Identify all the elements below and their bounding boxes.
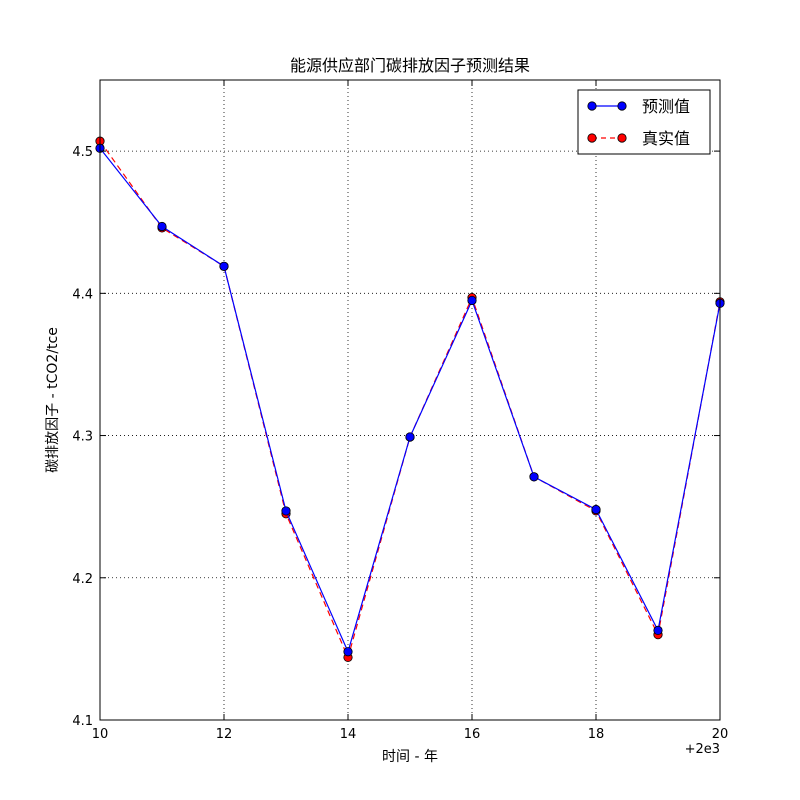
- legend-item: 真实值: [587, 129, 690, 148]
- y-tick-label: 4.1: [72, 714, 93, 729]
- data-point: [157, 221, 167, 232]
- plot-frame: [99, 79, 721, 721]
- x-tick-label: 12: [216, 727, 233, 742]
- legend-label: 真实值: [642, 129, 690, 148]
- y-tick-label: 4.4: [72, 287, 93, 302]
- data-point: [281, 506, 291, 516]
- y-axis-title: 碳排放因子 - tCO2/tce: [45, 327, 61, 473]
- x-tick-label: 16: [464, 727, 481, 742]
- legend-label: 预测值: [642, 97, 690, 116]
- series-predicted: [95, 143, 725, 657]
- data-point: [591, 504, 601, 515]
- data-point: [529, 472, 539, 482]
- data-point: [343, 647, 353, 657]
- axis-ticks: 10 12 14 16 18 20 4.1 4.2 4.3 4.4 4.5: [72, 80, 728, 742]
- x-tick-label: 14: [340, 727, 357, 742]
- y-tick-label: 4.3: [72, 430, 93, 445]
- legend-box: [577, 89, 711, 155]
- chart-title: 能源供应部门碳排放因子预测结果: [290, 56, 530, 75]
- legend-marker: [587, 101, 597, 111]
- x-tick-label: 10: [92, 727, 109, 742]
- x-tick-label: 18: [588, 727, 605, 742]
- data-point: [467, 295, 477, 306]
- series-layer: [95, 136, 725, 663]
- legend-marker: [617, 101, 627, 111]
- legend-marker: [617, 133, 627, 143]
- data-point: [653, 625, 663, 636]
- x-axis-offset-label: +2e3: [685, 742, 720, 757]
- data-point: [405, 432, 415, 442]
- x-axis-title: 时间 - 年: [382, 749, 438, 765]
- data-point: [219, 261, 229, 271]
- y-tick-label: 4.5: [72, 145, 93, 160]
- legend-marker: [587, 133, 597, 143]
- x-tick-label: 20: [712, 727, 729, 742]
- y-tick-label: 4.2: [72, 572, 93, 587]
- legend-item: 预测值: [587, 97, 690, 116]
